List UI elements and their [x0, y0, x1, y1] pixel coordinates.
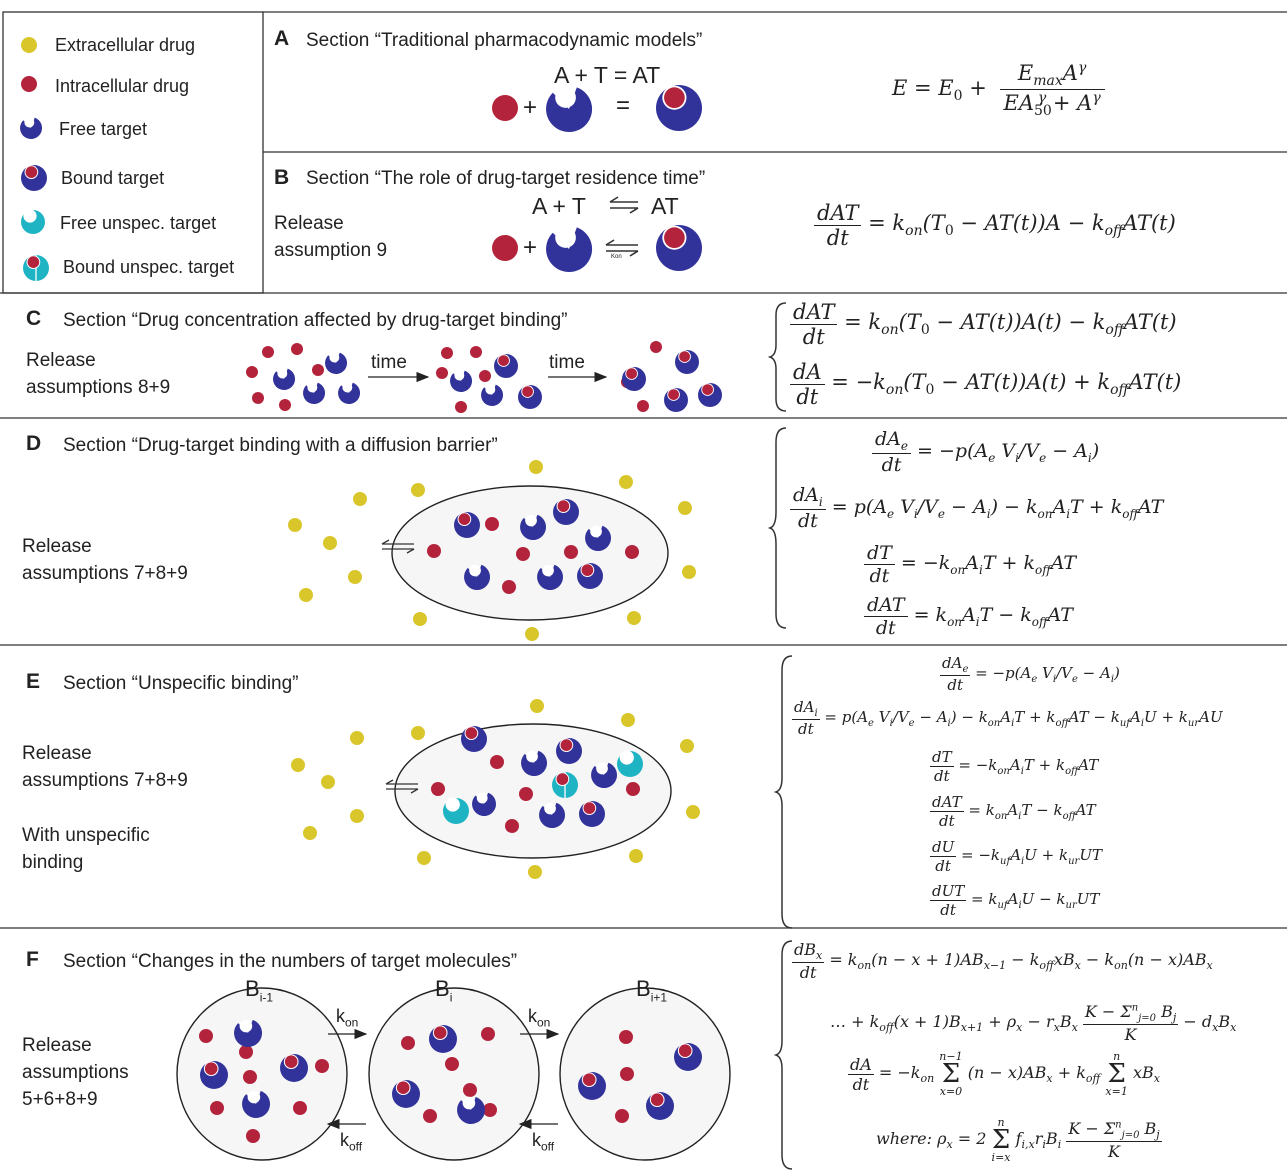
panel-a-diagram [492, 85, 702, 133]
panel-e-equation-6: dUT dt = kufAiU − kurUT [930, 882, 1100, 919]
panel-e-release-line1: Release [22, 743, 92, 764]
state-label-next: Bi+1 [636, 976, 668, 1005]
panel-f-letter: F [26, 948, 39, 971]
panel-c-equation-1: dAT dt = kon(T0 − AT(t))A(t) − koffAT(t) [790, 300, 1177, 349]
state-label-current: Bi [435, 976, 453, 1005]
panel-c-release-line2: assumptions 8+9 [26, 377, 171, 398]
panel-a-equation: E = E0 + EmaxAγ EA50γ + Aγ [892, 60, 1105, 119]
panel-d-release-line2: assumptions 7+8+9 [22, 563, 188, 584]
state-label-prev: Bi-1 [245, 976, 274, 1005]
panel-e-equation-5: dU dt = −kufAiU + kurUT [930, 838, 1102, 875]
panel-d-diagram [288, 460, 696, 641]
bound-unspec-target-icon [22, 254, 50, 282]
legend-intracellular-label: Intracellular drug [55, 76, 190, 96]
panel-e-release-line2: assumptions 7+8+9 [22, 770, 188, 791]
panel-e-title: Section “Unspecific binding” [63, 673, 299, 694]
panel-d-equation-3: dT dt = −konAiT + koffAT [864, 542, 1076, 587]
panel-a-letter: A [274, 27, 290, 50]
panel-e-equation-1: dAe dt = −p(Ae Vi/Ve − Ai) [940, 654, 1120, 694]
panel-f-diagram [176, 987, 731, 1161]
panel-b-reaction-right: AT [651, 193, 679, 219]
panel-a-title: Section “Traditional pharmacodynamic mod… [306, 30, 703, 51]
panel-c-title: Section “Drug concentration affected by … [63, 310, 568, 331]
legend-bound-unspec-label: Bound unspec. target [63, 257, 235, 277]
panel-d-equation-2: dAi dt = p(Ae Vi/Ve − Ai) − konAiT + koff… [790, 484, 1163, 532]
legend-free-target-label: Free target [59, 119, 148, 139]
panel-c-release-line1: Release [26, 350, 96, 371]
panel-d-letter: D [26, 432, 42, 455]
panel-a-plus: + [523, 94, 538, 121]
panel-b-equation: dAT dt = kon(T0 − AT(t))A − koffAT(t) [814, 201, 1176, 250]
legend-bound-target-label: Bound target [61, 168, 165, 188]
panel-f-equation-1: dBx dt = kon(n − x + 1)ABx−1 − koffxBx − … [792, 940, 1213, 983]
legend-extracellular-label: Extracellular drug [55, 35, 196, 55]
panel-b-release-line1: Release [274, 213, 344, 234]
panel-a-reaction: A + T = AT [554, 62, 661, 88]
panel-f-release-line2: assumptions [22, 1062, 129, 1083]
free-unspec-target-icon [21, 209, 45, 234]
free-target-icon [20, 117, 43, 140]
panel-e-equation-3: dT dt = −konAiT + koffAT [930, 748, 1099, 785]
panel-c-time-label-2: time [549, 352, 585, 373]
legend-icons [20, 37, 50, 282]
extracellular-drug-icon [21, 37, 37, 53]
panel-f-release-line3: 5+6+8+9 [22, 1089, 98, 1110]
panel-f-title: Section “Changes in the numbers of targe… [63, 951, 518, 972]
panel-c-letter: C [26, 307, 42, 330]
panel-a-equals: = [616, 92, 631, 119]
panel-b-release-line2: assumption 9 [274, 240, 388, 261]
panel-e-equation-4: dAT dt = konAiT − koffAT [930, 793, 1096, 830]
panel-c-diagram [246, 341, 722, 413]
kon-label-2: kon [528, 1006, 551, 1030]
panel-b-reaction-left: A + T [532, 193, 586, 219]
koff-label-1: koff [340, 1130, 363, 1154]
panel-e-equation-2: dAi dt = p(Ae Vi/Ve − Ai) − konAiT + koff… [792, 698, 1223, 738]
panel-b-plus: + [523, 234, 538, 261]
panel-borders [0, 11, 1287, 929]
kon-label-1: kon [336, 1006, 359, 1030]
legend-free-unspec-label: Free unspec. target [60, 213, 217, 233]
panel-d-release-line1: Release [22, 536, 92, 557]
panel-f-release-line1: Release [22, 1035, 92, 1056]
koff-label-2: koff [532, 1130, 555, 1154]
panel-d-equation-1: dAe dt = −p(Ae Vi/Ve − Ai) [872, 428, 1099, 476]
panel-b-diagram [492, 196, 702, 273]
panel-b-kon-label: Kon [611, 254, 622, 260]
panel-d-title: Section “Drug-target binding with a diff… [63, 435, 498, 456]
equation-braces [767, 302, 793, 1170]
panel-c-equation-2: dA dt = −kon(T0 − AT(t))A(t) + koffAT(t) [790, 360, 1181, 409]
panel-b-letter: B [274, 166, 290, 189]
intracellular-drug-icon [21, 76, 37, 92]
panel-b-title: Section “The role of drug-target residen… [306, 168, 706, 189]
panel-e-extra-line2: binding [22, 852, 84, 873]
panel-c-time-label-1: time [371, 352, 407, 373]
panel-d-equation-4: dAT dt = konAiT − koffAT [864, 594, 1073, 639]
panel-e-letter: E [26, 670, 41, 693]
bound-target-icon [21, 165, 47, 191]
panel-e-diagram [291, 699, 700, 879]
panel-f-equation-2: … + koff(x + 1)Bx+1 + ρx − rxBx K − Σnj=… [830, 1002, 1237, 1045]
panel-e-extra-line1: With unspecific [22, 825, 150, 846]
